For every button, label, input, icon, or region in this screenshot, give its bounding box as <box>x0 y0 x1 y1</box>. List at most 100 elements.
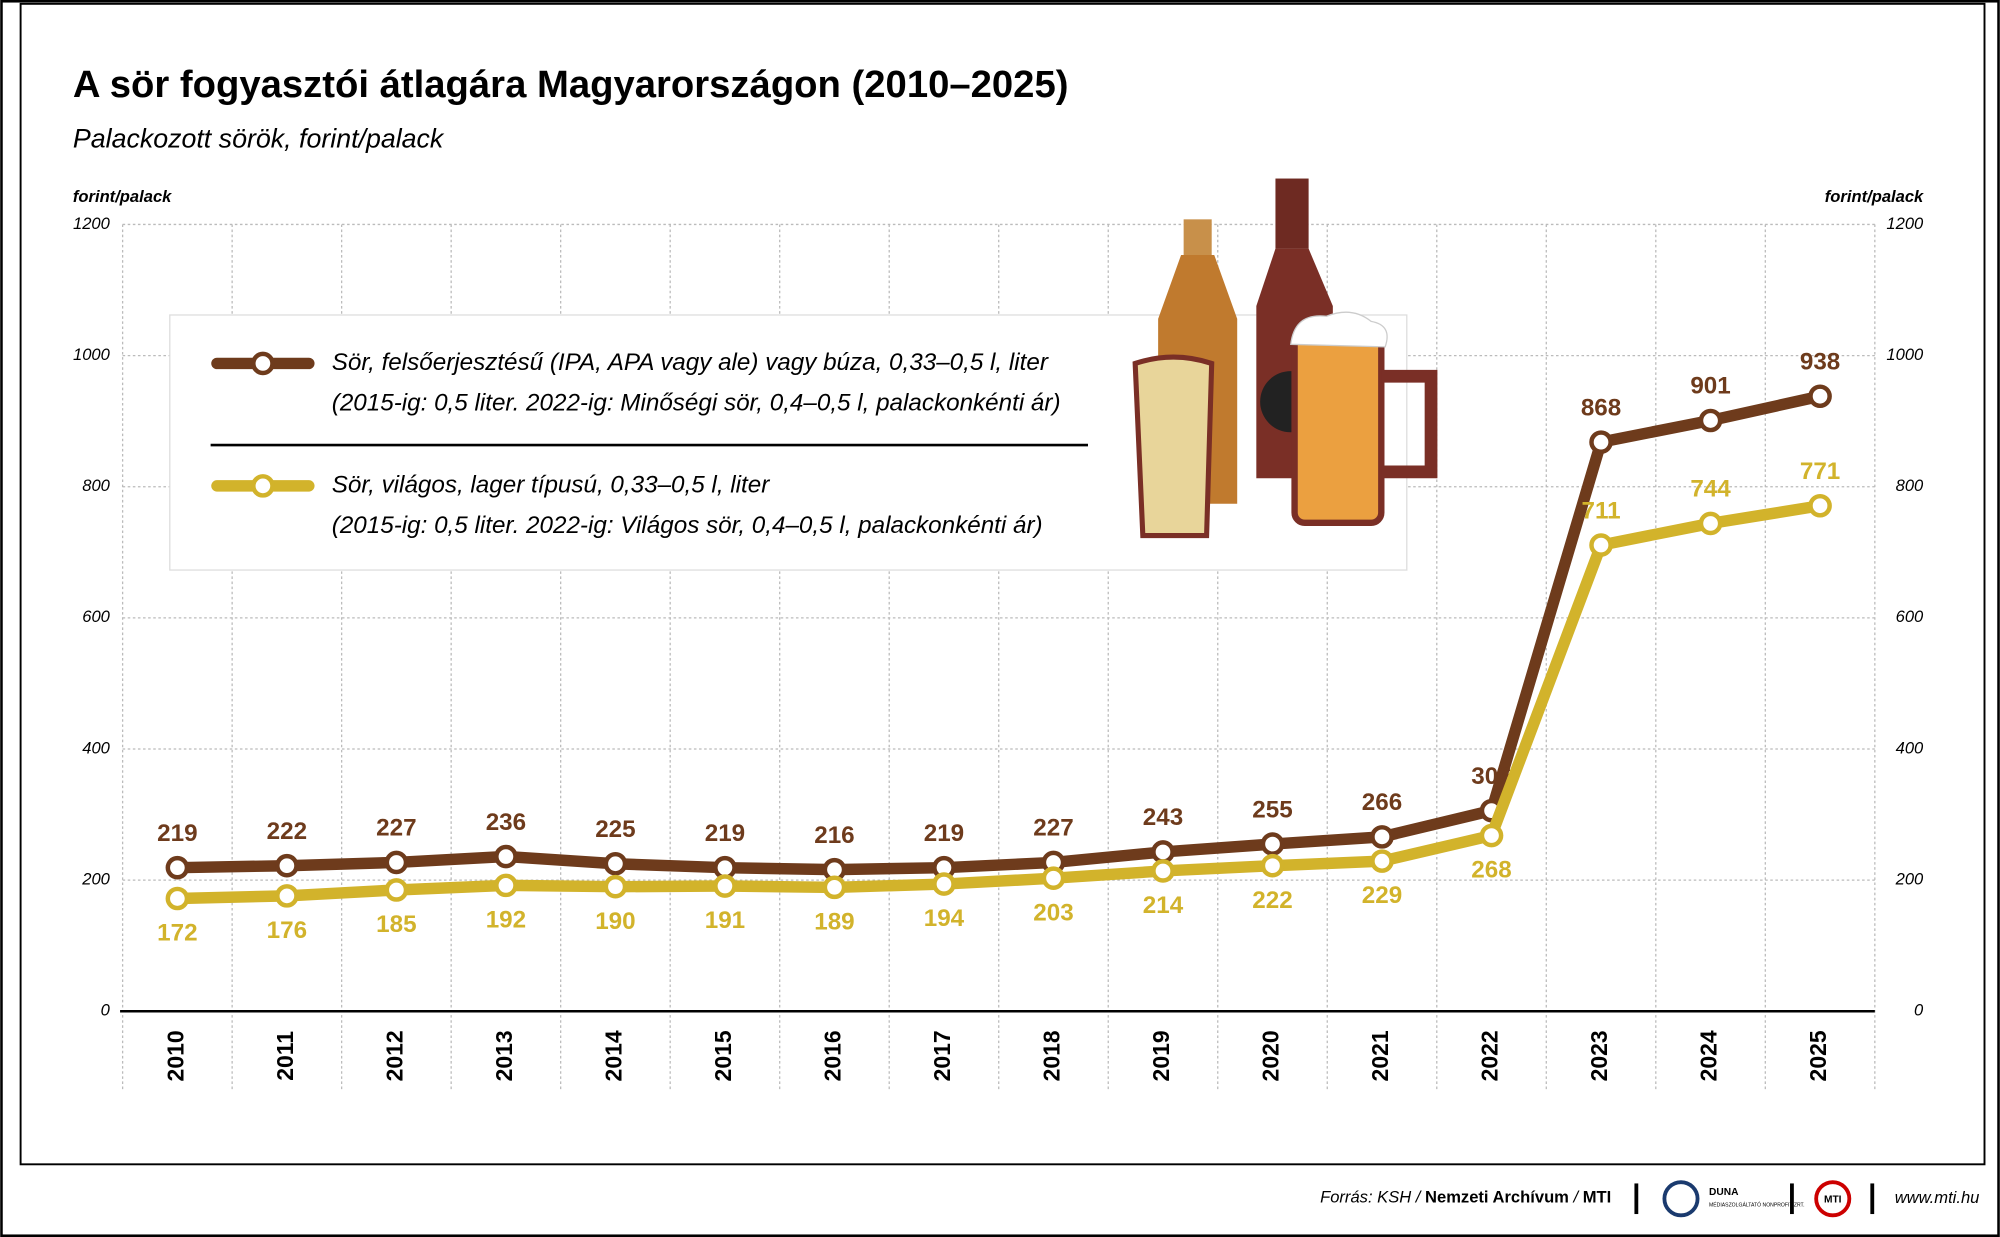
data-label: 222 <box>1252 887 1292 914</box>
series-line <box>177 500 1821 905</box>
legend-marker <box>251 351 275 376</box>
data-label: 243 <box>1143 804 1183 831</box>
duna-logo <box>1662 1180 1700 1218</box>
legend-label: Sör, világos, lager típusú, 0,33–0,5 l, … <box>332 471 770 498</box>
data-point <box>165 855 190 880</box>
legend-note: (2015-ig: 0,5 liter. 2022-ig: Világos sö… <box>332 512 1043 539</box>
data-label: 938 <box>1800 348 1840 375</box>
x-tick-label: 2011 <box>272 1031 298 1081</box>
y2-tick-label: 200 <box>1895 870 1924 889</box>
x-tick-label: 2012 <box>381 1030 407 1081</box>
data-point <box>713 874 737 898</box>
data-point <box>1370 849 1394 873</box>
data-point <box>1808 493 1832 518</box>
x-tick-label: 2017 <box>929 1030 955 1081</box>
y-tick-label: 0 <box>101 1001 111 1020</box>
x-tick-label: 2021 <box>1367 1030 1393 1081</box>
x-tick-label: 2010 <box>162 1030 188 1081</box>
data-label: 219 <box>705 820 745 847</box>
chart-title: A sör fogyasztói átlagára Magyarországon… <box>73 63 1069 106</box>
y-tick-label: 1200 <box>73 214 111 233</box>
data-point <box>1151 859 1175 883</box>
data-point <box>1698 511 1723 536</box>
source: Forrás: KSH / Nemzeti Archívum / MTI <box>1320 1188 1611 1207</box>
data-point <box>1260 853 1285 878</box>
x-tick-label: 2020 <box>1258 1030 1284 1081</box>
data-label: 192 <box>486 906 526 933</box>
data-point <box>603 874 628 899</box>
data-label: 190 <box>595 908 635 935</box>
data-point <box>603 851 628 876</box>
data-point <box>1151 840 1175 864</box>
data-point <box>1698 408 1723 433</box>
x-tick-label: 2013 <box>491 1030 517 1081</box>
url: www.mti.hu <box>1895 1188 1980 1207</box>
footer: Forrás: KSH / Nemzeti Archívum / MTI DUN… <box>1320 1180 1980 1218</box>
legend-label: Sör, felsőerjesztésű (IPA, APA vagy ale)… <box>332 349 1049 376</box>
y2-tick-label: 600 <box>1896 607 1924 626</box>
data-point <box>1479 823 1504 848</box>
data-label: 225 <box>595 816 635 843</box>
x-tick-label: 2025 <box>1805 1030 1831 1081</box>
data-label: 266 <box>1362 789 1402 816</box>
chart-subtitle: Palackozott sörök, forint/palack <box>73 123 445 153</box>
data-point <box>275 884 299 908</box>
x-tick-label: 2023 <box>1586 1030 1612 1081</box>
foam <box>1290 311 1388 348</box>
mug-handle <box>1381 369 1438 479</box>
data-point <box>165 886 190 911</box>
data-point <box>932 872 956 896</box>
data-label: 194 <box>924 905 965 932</box>
x-tick-label: 2015 <box>710 1030 736 1081</box>
data-point <box>494 844 518 869</box>
data-label: 189 <box>814 908 854 935</box>
data-point <box>822 875 847 900</box>
logo-duna: DUNA <box>1709 1187 1739 1198</box>
data-label: 236 <box>486 809 526 836</box>
y2-axis-label: forint/palack <box>1825 187 1924 206</box>
data-label: 868 <box>1581 394 1621 421</box>
data-point <box>1370 825 1394 849</box>
data-label: 268 <box>1471 857 1511 884</box>
y-tick-label: 400 <box>82 738 110 757</box>
data-point <box>275 853 299 878</box>
data-point <box>1260 832 1285 856</box>
data-label: 227 <box>1033 815 1073 842</box>
y-tick-label: 1000 <box>73 345 111 364</box>
bottle-neck <box>1275 178 1309 249</box>
y-tick-label: 800 <box>82 476 110 495</box>
series-line <box>177 390 1822 876</box>
x-tick-label: 2018 <box>1039 1030 1065 1081</box>
glass <box>1132 354 1215 539</box>
data-label: 711 <box>1582 497 1621 524</box>
data-label: 222 <box>267 818 307 845</box>
y-axis-label: forint/palack <box>73 187 172 206</box>
data-label: 216 <box>814 822 854 849</box>
y-tick-label: 600 <box>82 607 110 626</box>
data-label: 255 <box>1252 796 1292 823</box>
x-tick-label: 2022 <box>1477 1030 1503 1081</box>
beer-illustration <box>1132 178 1438 539</box>
data-point <box>1808 384 1832 409</box>
y2-tick-label: 400 <box>1896 738 1924 757</box>
mug <box>1291 330 1385 527</box>
data-point <box>384 878 409 902</box>
data-label: 901 <box>1690 373 1730 400</box>
data-label: 227 <box>376 815 416 842</box>
y2-tick-label: 1000 <box>1886 345 1924 364</box>
inner-frame <box>19 2 1986 1166</box>
data-label: 185 <box>376 911 416 938</box>
legend-note: (2015-ig: 0,5 liter. 2022-ig: Minőségi s… <box>332 390 1061 417</box>
data-label: 219 <box>157 820 197 847</box>
bottle-neck <box>1183 219 1212 258</box>
data-label: 214 <box>1143 892 1184 919</box>
data-label: 203 <box>1033 899 1073 926</box>
x-tick-label: 2019 <box>1148 1030 1174 1081</box>
y2-tick-label: 1200 <box>1886 214 1924 233</box>
x-tick-label: 2014 <box>600 1030 626 1081</box>
logo-duna-sub: MÉDIASZOLGÁLTATÓ NONPROFIT ZRT. <box>1709 1201 1804 1208</box>
data-label: 744 <box>1690 476 1731 503</box>
data-point <box>384 850 409 875</box>
